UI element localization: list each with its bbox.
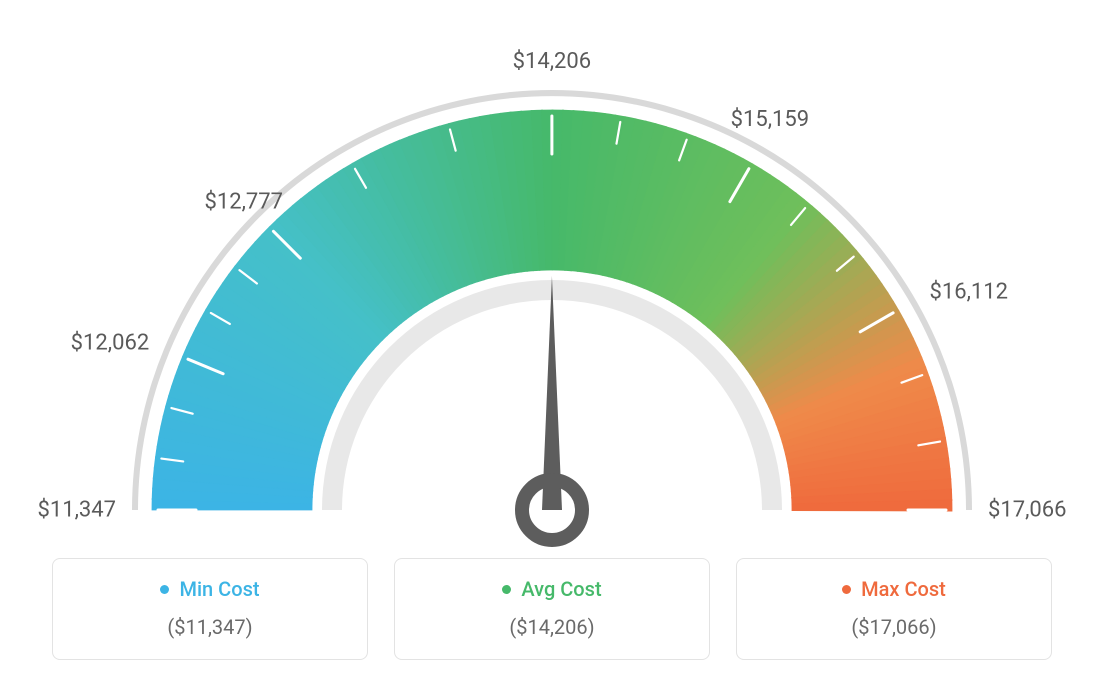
legend-card-max: Max Cost ($17,066) <box>736 558 1052 660</box>
gauge-tick-label: $12,777 <box>204 189 283 214</box>
legend-title-text: Avg Cost <box>521 577 601 601</box>
legend-card-min: Min Cost ($11,347) <box>52 558 368 660</box>
legend-title-max: Max Cost <box>842 577 946 601</box>
legend-title-min: Min Cost <box>160 577 259 601</box>
legend-value-avg: ($14,206) <box>405 615 699 639</box>
legend-value-max: ($17,066) <box>747 615 1041 639</box>
legend-row: Min Cost ($11,347) Avg Cost ($14,206) Ma… <box>52 558 1052 660</box>
legend-value-min: ($11,347) <box>63 615 357 639</box>
gauge-tick-label: $15,159 <box>731 107 810 132</box>
gauge-tick-label: $11,347 <box>37 498 116 523</box>
gauge-svg <box>52 40 1052 560</box>
gauge-tick-label: $14,206 <box>513 49 592 74</box>
dot-icon <box>842 585 851 594</box>
gauge-tick-label: $16,112 <box>929 279 1008 304</box>
dot-icon <box>502 585 511 594</box>
legend-title-text: Max Cost <box>861 577 946 601</box>
gauge-tick-label: $17,066 <box>988 498 1067 523</box>
legend-card-avg: Avg Cost ($14,206) <box>394 558 710 660</box>
gauge-tick-label: $12,062 <box>71 331 150 356</box>
legend-title-avg: Avg Cost <box>502 577 601 601</box>
gauge-chart: $11,347 $12,062 $12,777 $14,206 $15,159 $16,1… <box>0 0 1104 560</box>
legend-title-text: Min Cost <box>179 577 259 601</box>
dot-icon <box>160 585 169 594</box>
